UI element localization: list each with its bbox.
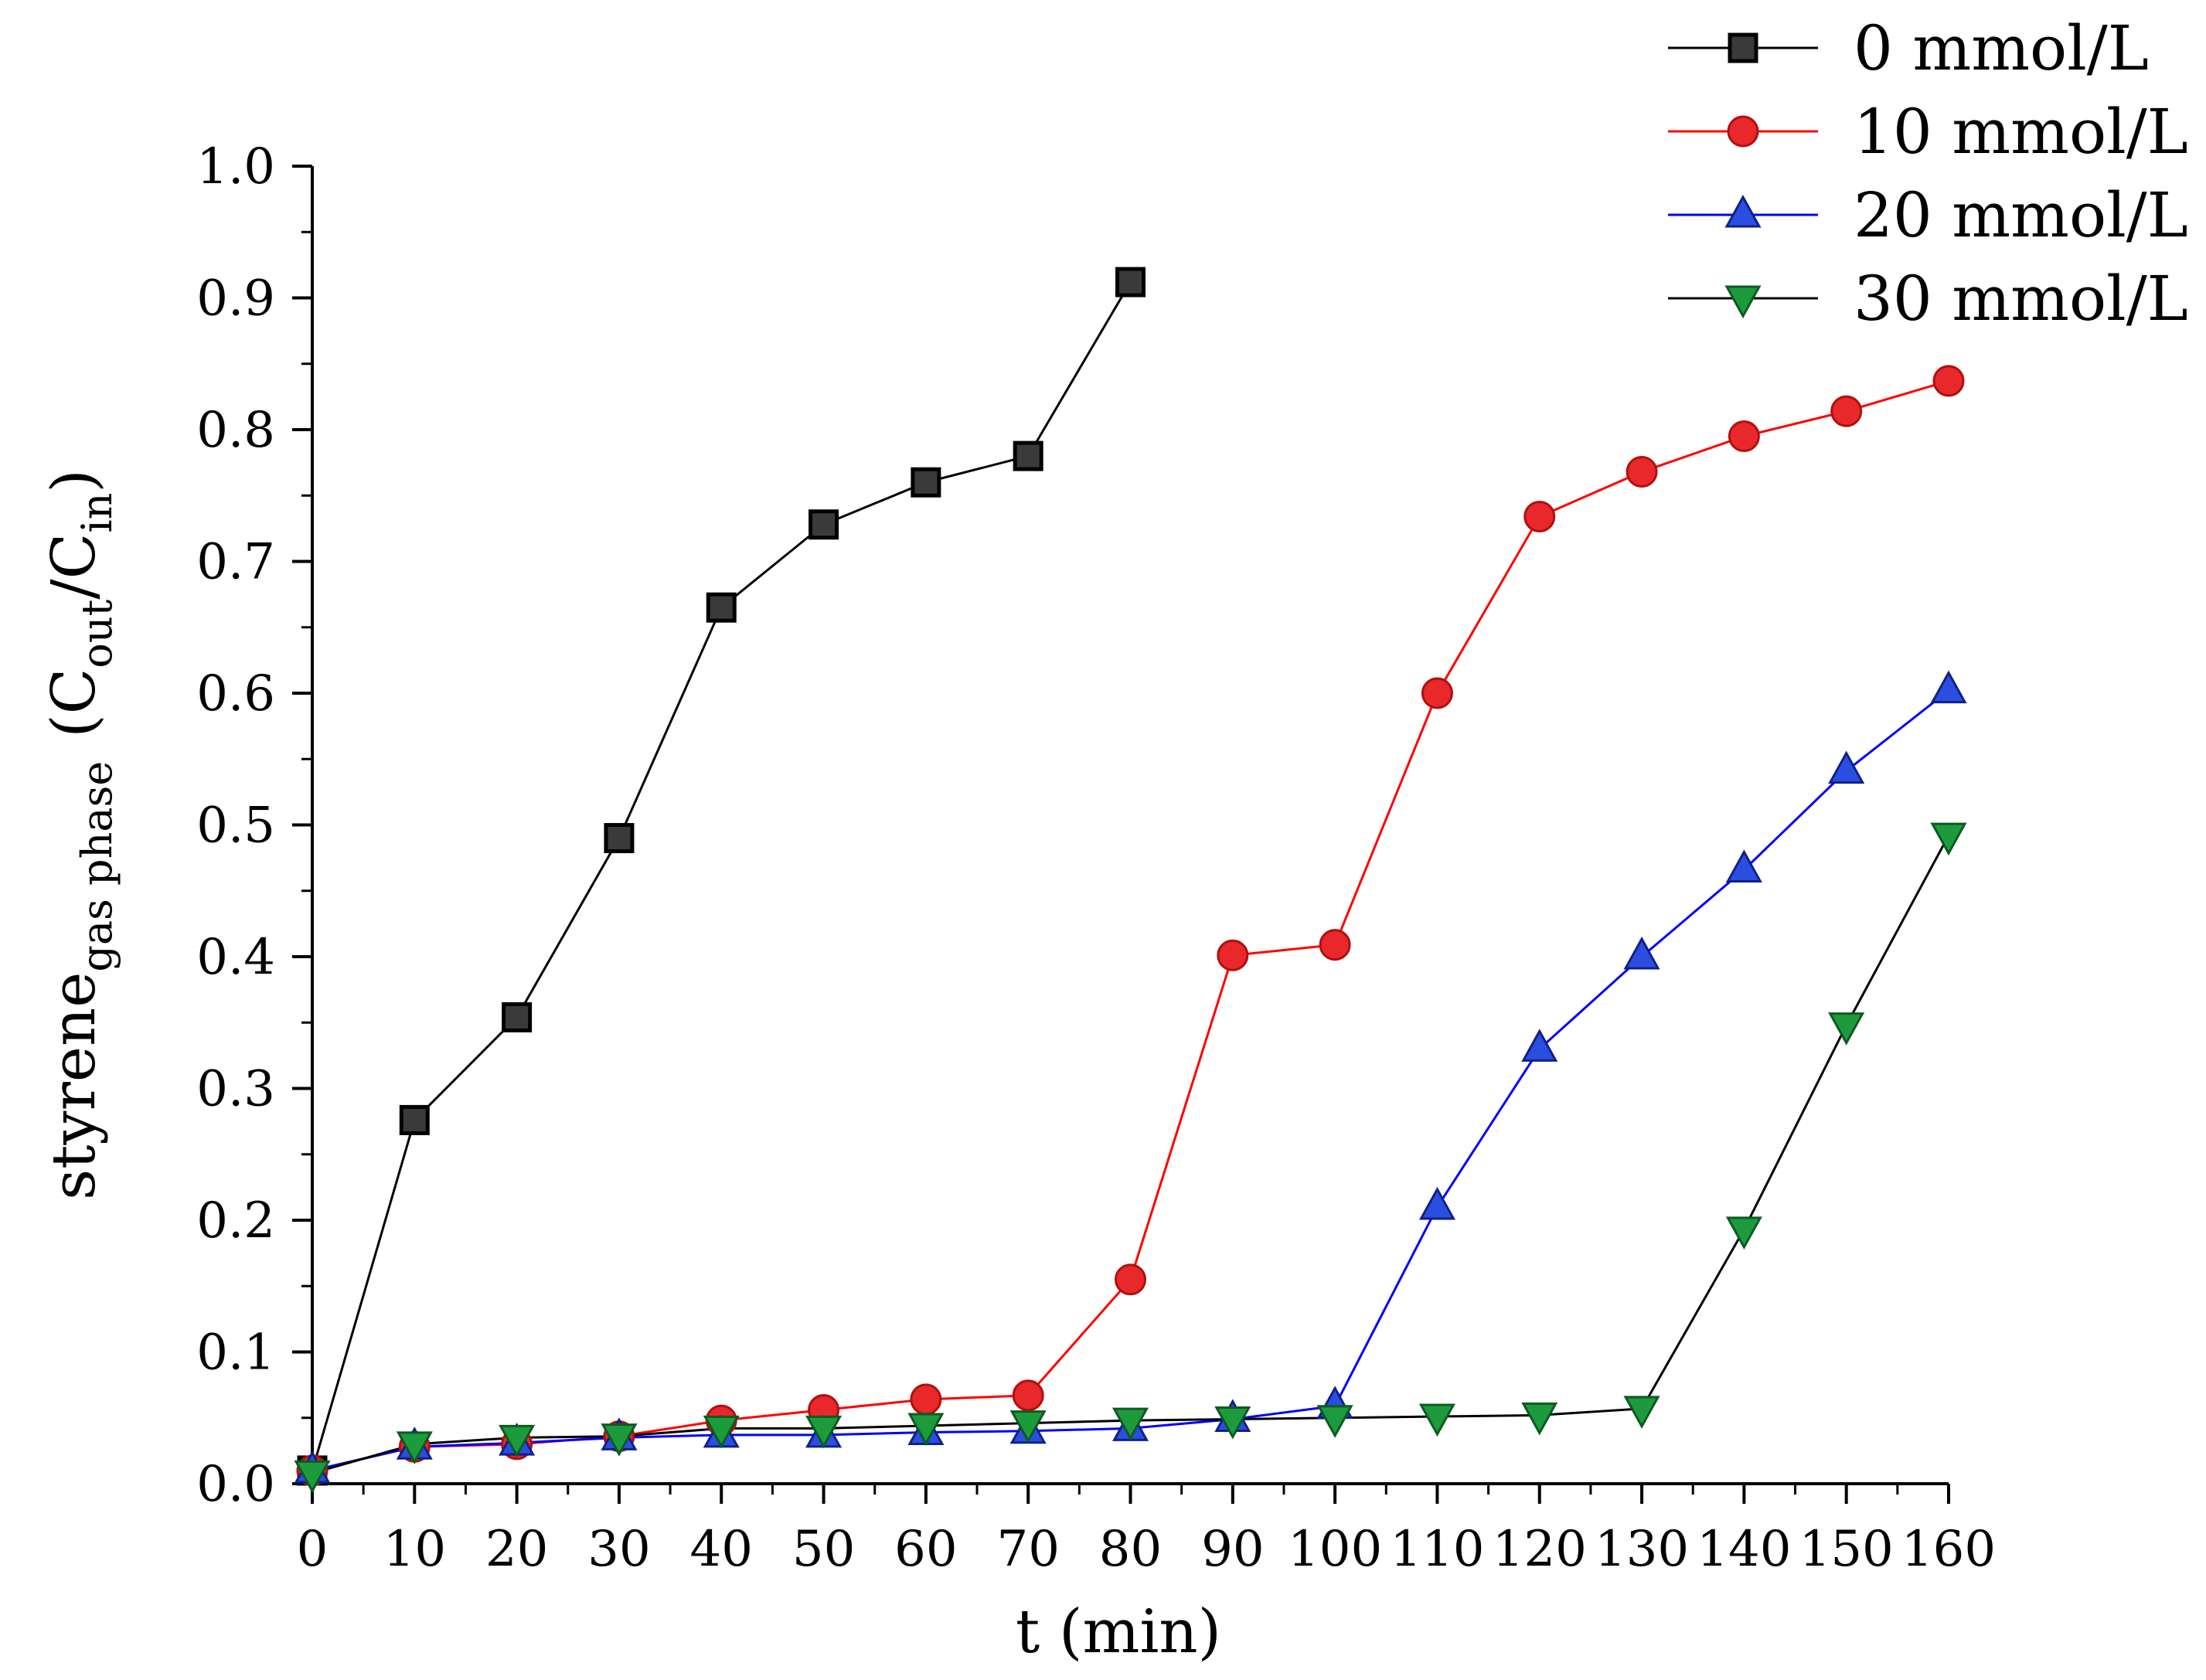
- series-2-point: [1521, 1029, 1558, 1062]
- y-axis-title-base: styrene: [39, 972, 109, 1200]
- series-0-point: [604, 823, 635, 854]
- series-2-point: [1623, 936, 1660, 970]
- x-tick-label: 10: [383, 1521, 446, 1578]
- series-0-point: [399, 1104, 430, 1135]
- series-3-point: [1828, 1012, 1865, 1046]
- x-tick-label: 20: [485, 1521, 548, 1578]
- series-line-2: [311, 689, 1949, 1472]
- series-1-point: [910, 1383, 942, 1416]
- x-tick-label: 160: [1901, 1521, 1996, 1578]
- series-3-point: [1521, 1402, 1558, 1436]
- y-axis-title-out-sub: out: [73, 599, 121, 668]
- x-tick-label: 0: [297, 1521, 329, 1578]
- legend-marker-0: [1728, 32, 1758, 63]
- y-axis-title-base-sub: gas phase: [73, 761, 121, 972]
- series-1-point: [1217, 939, 1249, 971]
- x-axis-title: t (min): [1016, 1597, 1221, 1667]
- series-0-point: [809, 509, 839, 540]
- x-tick-label: 90: [1201, 1521, 1264, 1578]
- series-2-point: [1828, 750, 1865, 784]
- y-axis-title-ratio-open: (C: [39, 668, 109, 738]
- y-axis-title-in-sub: in: [73, 493, 121, 533]
- series-3-point: [396, 1431, 433, 1464]
- series-0-point: [1115, 267, 1146, 298]
- series-3-point: [1214, 1406, 1251, 1440]
- series-3-point: [1112, 1407, 1149, 1441]
- series-3-point: [1316, 1405, 1353, 1438]
- series-3-point: [1725, 1216, 1762, 1250]
- y-tick-label: 0.6: [196, 665, 275, 723]
- series-1-point: [1728, 420, 1760, 453]
- legend-marker-1: [1727, 115, 1759, 148]
- series-1-point: [1012, 1379, 1044, 1412]
- y-tick-label: 1.0: [196, 138, 275, 196]
- x-tick-label: 100: [1288, 1521, 1382, 1578]
- y-axis-title: styrenegas phase (Cout/Cin): [39, 469, 121, 1200]
- x-tick-label: 80: [1099, 1521, 1162, 1578]
- y-axis-title-ratio-sep: /C: [39, 533, 109, 600]
- series-2-point: [1930, 670, 1967, 704]
- x-tick-label: 30: [587, 1521, 650, 1578]
- y-tick-label: 0.5: [196, 797, 275, 855]
- legend-label-0: 0 mmol/L: [1854, 12, 2149, 84]
- x-tick-label: 150: [1799, 1521, 1894, 1578]
- y-tick-label: 0.3: [196, 1061, 275, 1118]
- series-line-1: [311, 379, 1949, 1472]
- series-1-point: [1421, 677, 1453, 709]
- series-line-3: [311, 835, 1950, 1474]
- series-3-point: [1418, 1403, 1455, 1437]
- x-tick-label: 40: [690, 1521, 753, 1578]
- series-3-point: [601, 1423, 638, 1457]
- legend-label-3: 30 mmol/L: [1854, 263, 2188, 335]
- series-1-point: [1830, 395, 1863, 427]
- series-1-point: [1626, 456, 1658, 488]
- series-3-point: [907, 1413, 945, 1447]
- series-3-point: [1623, 1396, 1660, 1429]
- series-3-point: [1930, 822, 1967, 856]
- y-tick-label: 0.2: [196, 1192, 275, 1250]
- series-0-point: [502, 1002, 533, 1032]
- legend-marker-2: [1724, 194, 1762, 228]
- series-0-point: [1013, 440, 1043, 471]
- y-tick-label: 0.7: [196, 534, 275, 591]
- legend-marker-3: [1724, 285, 1762, 319]
- series-2-point: [1418, 1186, 1455, 1220]
- x-tick-label: 70: [996, 1521, 1059, 1578]
- legend-label-1: 10 mmol/L: [1854, 96, 2188, 168]
- series-3-point: [499, 1424, 536, 1458]
- x-tick-label: 130: [1595, 1521, 1689, 1578]
- x-tick-label: 50: [792, 1521, 855, 1578]
- y-tick-label: 0.0: [196, 1456, 275, 1513]
- x-tick-label: 120: [1493, 1521, 1587, 1578]
- y-axis-title-ratio-close: ): [39, 469, 109, 492]
- series-markers: [294, 267, 1967, 1494]
- series-0-point: [706, 592, 737, 623]
- y-tick-label: 0.1: [196, 1325, 275, 1382]
- series-3-point: [294, 1460, 331, 1494]
- series-3-point: [703, 1415, 740, 1449]
- series-0-point: [911, 467, 941, 498]
- series-2-point: [1725, 849, 1762, 883]
- x-tick-label: 60: [894, 1521, 957, 1578]
- series-1-point: [1115, 1263, 1146, 1296]
- y-tick-label: 0.9: [196, 270, 275, 328]
- series-1-point: [1319, 929, 1351, 961]
- series-3-point: [805, 1415, 843, 1449]
- x-tick-label: 140: [1697, 1521, 1791, 1578]
- legend-label-2: 20 mmol/L: [1854, 179, 2188, 251]
- series-1-point: [1932, 365, 1965, 397]
- y-tick-label: 0.8: [196, 402, 275, 459]
- series-1-point: [1523, 501, 1556, 533]
- x-tick-label: 110: [1390, 1521, 1484, 1578]
- y-tick-label: 0.4: [196, 929, 275, 986]
- series-3-point: [1009, 1410, 1047, 1444]
- series-line-0: [311, 281, 1132, 1471]
- axes: 0 10 20 30 40 50 60 70 80 90 100 110 120 130 140 150 160…: [196, 138, 1996, 1578]
- legend: 0 mmol/L 10 mmol/L 20 mmol/L 30 mmol/L: [1668, 12, 2188, 335]
